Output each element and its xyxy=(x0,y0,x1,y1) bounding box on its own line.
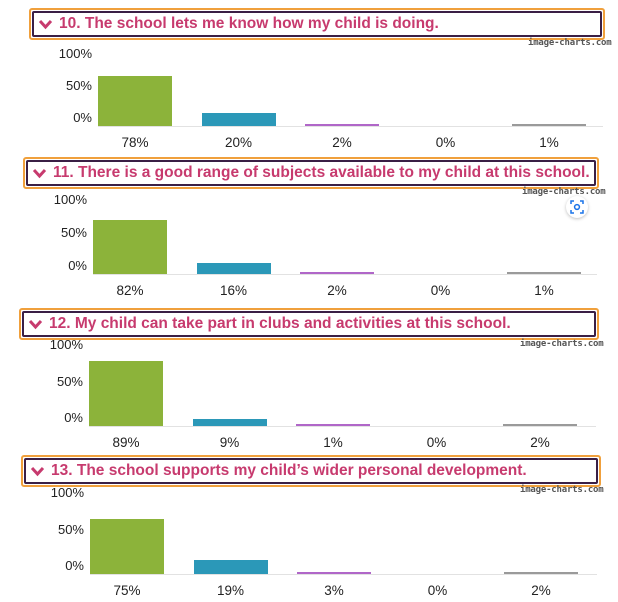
bar-percent-label: 1% xyxy=(539,135,559,150)
watermark: image-charts.com xyxy=(528,38,612,48)
bar-disagree xyxy=(297,571,371,574)
chevron-down-icon[interactable] xyxy=(30,466,45,477)
y-tick-label: 0% xyxy=(73,110,92,125)
bar-dont-know xyxy=(507,272,581,274)
bar-percent-label: 0% xyxy=(435,135,456,150)
bar-percent-label: 19% xyxy=(216,583,245,598)
question-title: 10. The school lets me know how my child… xyxy=(59,15,439,32)
question-header-13[interactable]: 13. The school supports my child’s wider… xyxy=(21,455,601,487)
y-tick-label: 50% xyxy=(60,225,87,240)
bar-percent-label: 2% xyxy=(531,583,551,598)
bar-percent-label: 2% xyxy=(332,135,352,150)
y-tick-label: 100% xyxy=(49,337,83,352)
watermark: image-charts.com xyxy=(520,485,604,495)
question-header-12[interactable]: 12. My child can take part in clubs and … xyxy=(19,308,599,340)
bar-disagree xyxy=(305,124,379,126)
bar-dont-know xyxy=(512,124,586,126)
watermark: image-charts.com xyxy=(520,339,604,349)
lens-search-button[interactable] xyxy=(566,196,588,218)
bar-percent-label: 0% xyxy=(430,283,451,298)
x-axis-line xyxy=(93,274,597,275)
bar-dont-know xyxy=(504,572,578,574)
y-tick-label: 0% xyxy=(68,258,87,273)
x-axis-line xyxy=(98,126,603,127)
chevron-down-icon[interactable] xyxy=(28,319,43,330)
question-header-11[interactable]: 11. There is a good range of subjects av… xyxy=(23,157,599,189)
y-tick-label: 100% xyxy=(50,485,84,500)
bar-disagree xyxy=(300,272,374,274)
bar-percent-label: 2% xyxy=(327,283,347,298)
question-header-10[interactable]: 10. The school lets me know how my child… xyxy=(29,8,605,40)
lens-icon xyxy=(570,200,584,214)
bar-agree xyxy=(192,419,267,426)
y-tick-label: 0% xyxy=(65,558,84,573)
y-tick-label: 50% xyxy=(65,78,92,93)
bar-percent-label: 16% xyxy=(219,283,248,298)
question-title: 11. There is a good range of subjects av… xyxy=(53,164,590,181)
x-axis-line xyxy=(89,426,596,427)
bar-percent-label: 9% xyxy=(219,435,240,450)
question-title: 12. My child can take part in clubs and … xyxy=(49,315,511,332)
question-title: 13. The school supports my child’s wider… xyxy=(51,462,527,479)
bar-percent-label: 1% xyxy=(534,283,554,298)
bar-percent-label: 3% xyxy=(324,583,344,598)
chevron-down-icon[interactable] xyxy=(32,168,47,179)
bar-percent-label: 2% xyxy=(530,435,550,450)
bar-percent-label: 0% xyxy=(427,583,448,598)
bar-agree xyxy=(193,560,268,574)
bar-percent-label: 20% xyxy=(224,135,253,150)
bar-percent-label: 82% xyxy=(116,283,144,298)
y-tick-label: 100% xyxy=(58,46,92,61)
bar-strongly-agree xyxy=(93,219,167,274)
bar-agree xyxy=(201,113,276,126)
y-tick-label: 0% xyxy=(64,410,83,425)
bar-strongly-agree xyxy=(90,519,164,574)
bar-percent-label: 0% xyxy=(426,435,447,450)
bar-dont-know xyxy=(503,424,577,426)
bar-strongly-agree xyxy=(89,361,163,426)
watermark: image-charts.com xyxy=(522,187,606,197)
x-axis-line xyxy=(90,574,597,575)
y-tick-label: 50% xyxy=(56,373,83,389)
bar-strongly-agree xyxy=(98,76,172,126)
bar-percent-label: 1% xyxy=(323,435,343,450)
y-tick-label: 100% xyxy=(53,192,87,207)
bar-percent-label: 78% xyxy=(121,135,149,150)
bar-disagree xyxy=(296,424,370,426)
bar-percent-label: 75% xyxy=(113,583,141,598)
chevron-down-icon[interactable] xyxy=(38,19,53,30)
bar-percent-label: 89% xyxy=(112,435,140,450)
y-tick-label: 50% xyxy=(57,521,84,537)
bar-agree xyxy=(196,263,271,274)
